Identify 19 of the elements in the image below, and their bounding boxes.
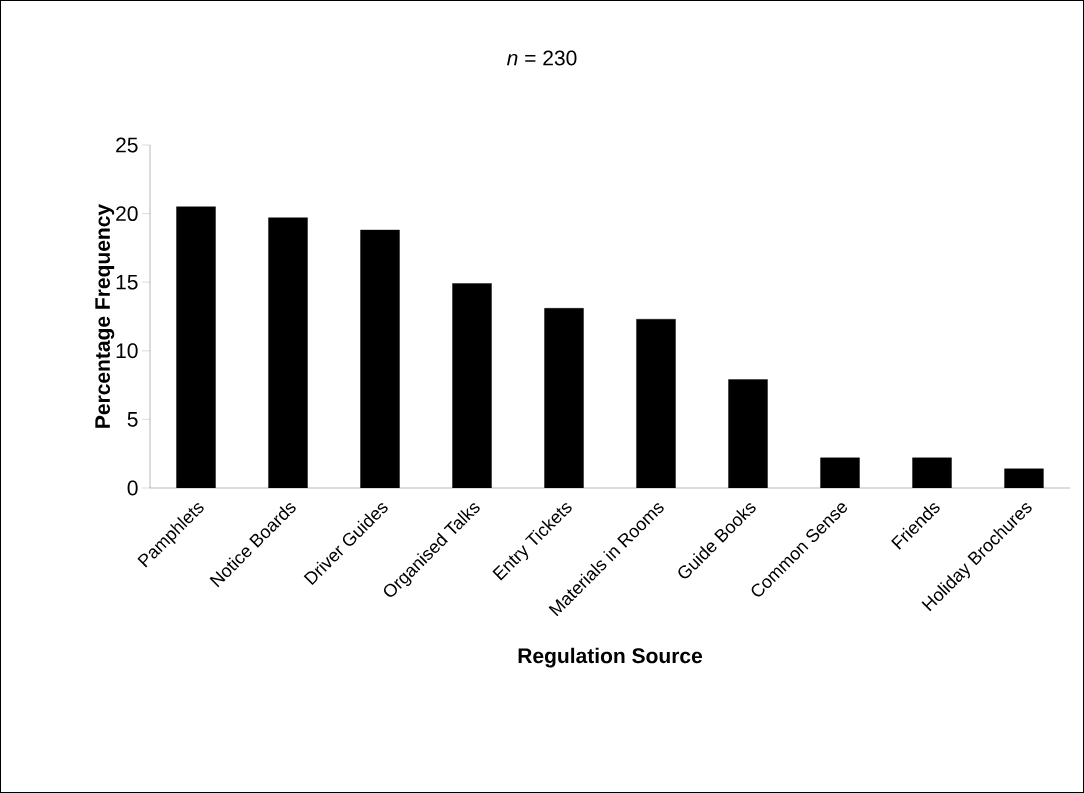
y-tick-label: 25 bbox=[116, 137, 138, 153]
chart-title: n = 230 bbox=[507, 50, 577, 66]
x-axis-title: Regulation Source bbox=[518, 647, 703, 668]
y-tick-label: 20 bbox=[116, 206, 138, 222]
bar bbox=[820, 457, 860, 488]
bar bbox=[360, 229, 400, 488]
bar bbox=[452, 283, 492, 488]
y-tick-label: 0 bbox=[127, 480, 138, 496]
y-tick-label: 5 bbox=[127, 412, 138, 427]
bar bbox=[176, 206, 216, 488]
bar bbox=[728, 379, 768, 488]
y-tick-label: 15 bbox=[116, 274, 138, 290]
bar bbox=[1004, 468, 1044, 488]
bar bbox=[912, 457, 952, 488]
y-axis-title: Percentage Frequency bbox=[95, 204, 115, 428]
bar bbox=[544, 308, 584, 488]
bar bbox=[268, 217, 308, 488]
y-tick-label: 10 bbox=[116, 343, 138, 359]
bar bbox=[636, 319, 676, 488]
